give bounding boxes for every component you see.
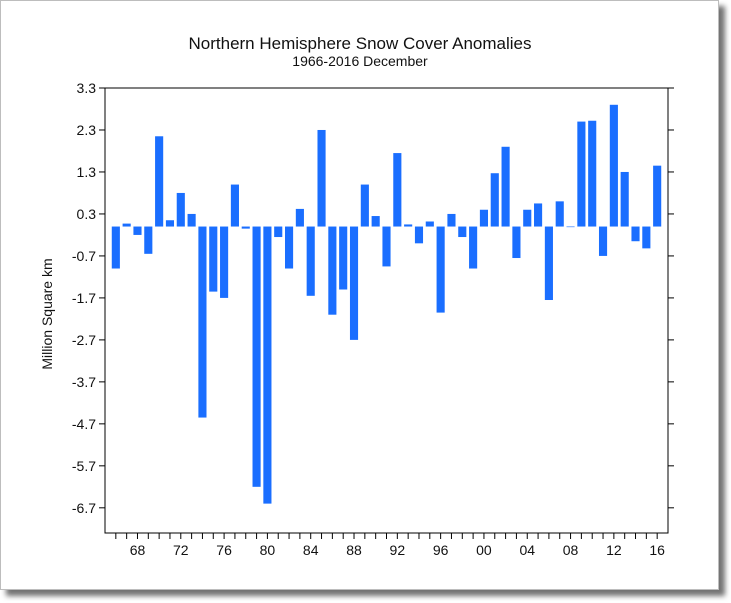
- bar-1987: [339, 226, 348, 290]
- chart-subtitle: 1966-2016 December: [292, 53, 428, 69]
- bar-2001: [490, 173, 499, 227]
- x-axis: 68 72 76 80 84 88 92 96 00 04 08 12 16: [115, 533, 665, 558]
- y-tick-label: 0.3: [77, 206, 97, 222]
- bar-1974: [198, 226, 207, 418]
- bar-1989: [360, 184, 369, 227]
- bar-1996: [436, 226, 445, 313]
- bar-2003: [512, 226, 521, 259]
- bar-1969: [144, 226, 153, 254]
- bar-2016: [653, 165, 662, 227]
- chart-title: Northern Hemisphere Snow Cover Anomalies: [189, 34, 532, 53]
- y-tick-label: -2.7: [72, 332, 96, 348]
- bar-1991: [382, 226, 391, 267]
- bar-2010: [588, 120, 597, 227]
- x-tick-label: 68: [130, 542, 146, 558]
- bar-2012: [609, 104, 618, 227]
- bar-1971: [165, 220, 175, 227]
- y-tick-label: -4.7: [72, 416, 96, 432]
- bar-1972: [176, 192, 185, 227]
- bar-1984: [306, 226, 315, 296]
- bar-2006: [544, 226, 553, 301]
- bar-1976: [220, 226, 229, 298]
- bar-2009: [577, 121, 586, 227]
- bar-1997: [447, 213, 456, 227]
- bar-1992: [393, 153, 402, 227]
- bars: [111, 104, 662, 504]
- bar-2002: [501, 146, 510, 227]
- bar-1983: [295, 208, 304, 227]
- y-axis: 3.3 2.3 1.3 0.3 -0.7 -1.7 -2.7 -3.7 -4.7 -5.7 -6.7: [72, 80, 674, 516]
- y-tick-label: -1.7: [72, 290, 96, 306]
- bar-1981: [274, 226, 283, 238]
- bar-2011: [598, 226, 608, 256]
- x-tick-label: 08: [563, 542, 579, 558]
- bar-1985: [317, 129, 326, 227]
- bar-2007: [555, 201, 564, 227]
- bar-1978: [241, 226, 250, 229]
- bar-1966: [111, 226, 120, 269]
- bar-2013: [620, 171, 629, 227]
- x-tick-label: 96: [433, 542, 449, 558]
- bar-2005: [534, 203, 543, 227]
- bar-1988: [349, 226, 359, 340]
- bar-2008: [566, 226, 575, 228]
- x-tick-label: 12: [606, 542, 622, 558]
- y-tick-label: 3.3: [77, 80, 97, 96]
- y-tick-label: -0.7: [72, 248, 96, 264]
- y-tick-label: -6.7: [72, 500, 96, 516]
- bar-1979: [252, 226, 261, 487]
- bar-1995: [425, 221, 434, 227]
- bar-2004: [523, 209, 532, 227]
- x-tick-label: 88: [346, 542, 362, 558]
- x-tick-label: 16: [649, 542, 665, 558]
- bar-1967: [122, 223, 131, 227]
- bar-1970: [155, 136, 164, 227]
- x-tick-label: 80: [260, 542, 276, 558]
- bar-1977: [230, 184, 239, 227]
- x-tick-label: 72: [173, 542, 189, 558]
- x-tick-label: 76: [216, 542, 232, 558]
- bar-1993: [404, 224, 413, 227]
- bar-1986: [328, 226, 337, 315]
- y-tick-label: 1.3: [77, 164, 97, 180]
- bar-1982: [284, 226, 294, 269]
- x-tick-label: 04: [519, 542, 535, 558]
- bar-1999: [469, 226, 478, 269]
- bar-1994: [414, 226, 424, 244]
- x-tick-label: 92: [390, 542, 406, 558]
- y-tick-label: 2.3: [77, 122, 97, 138]
- y-tick-label: -5.7: [72, 458, 96, 474]
- y-axis-label: Million Square km: [39, 258, 55, 369]
- bar-1980: [263, 226, 272, 504]
- bar-2015: [642, 226, 651, 249]
- bar-2000: [479, 209, 489, 227]
- bar-1968: [133, 226, 142, 235]
- bar-2014: [631, 226, 640, 242]
- bar-1973: [187, 213, 196, 227]
- chart-frame: Northern Hemisphere Snow Cover Anomalies…: [0, 0, 719, 590]
- bar-1990: [371, 216, 380, 227]
- x-tick-label: 84: [303, 542, 319, 558]
- y-tick-label: -3.7: [72, 374, 96, 390]
- bar-1998: [458, 226, 467, 238]
- x-tick-label: 00: [476, 542, 492, 558]
- bar-1975: [209, 226, 218, 292]
